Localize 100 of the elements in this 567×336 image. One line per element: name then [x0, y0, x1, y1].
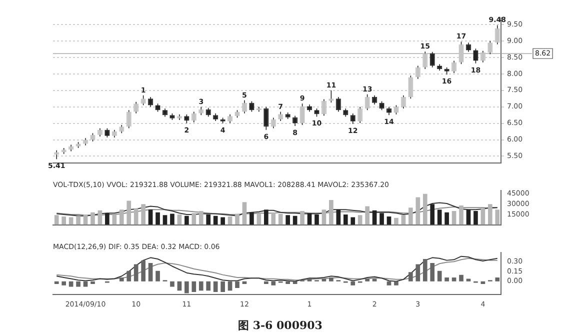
bar: [343, 214, 348, 225]
bar: [192, 213, 196, 225]
bar: [177, 281, 182, 291]
candlestick: [104, 128, 110, 138]
bar: [336, 210, 341, 225]
bar: [444, 277, 449, 282]
bar: [156, 212, 160, 225]
bar: [170, 214, 174, 225]
candlestick: [430, 51, 435, 68]
bar: [162, 215, 168, 225]
bar: [206, 281, 211, 291]
bar: [90, 212, 95, 225]
bar: [148, 210, 153, 225]
bar: [184, 216, 189, 225]
bar: [156, 270, 160, 282]
bar: [170, 281, 174, 287]
bar: [386, 216, 392, 225]
bar: [401, 215, 406, 225]
candlestick: [140, 94, 146, 106]
bar: [430, 262, 435, 282]
bar: [314, 214, 319, 225]
bar: [394, 218, 398, 225]
candlestick: [278, 111, 284, 122]
bar: [228, 216, 232, 225]
bar: [134, 208, 138, 225]
bar: [242, 202, 247, 225]
candlestick: [249, 100, 254, 112]
bar: [452, 277, 456, 282]
bar: [394, 281, 398, 286]
bar: [437, 210, 442, 225]
bar: [213, 281, 218, 292]
bar: [452, 211, 456, 225]
candlestick: [264, 106, 269, 130]
bar: [119, 277, 124, 282]
bar: [380, 213, 384, 225]
candlestick: [292, 115, 298, 126]
bar: [307, 213, 312, 225]
bar: [220, 217, 225, 225]
candlestick: [473, 48, 478, 64]
bar: [358, 215, 362, 225]
bar: [416, 197, 420, 225]
bar: [76, 216, 80, 225]
caption: 图 3-6 000903: [238, 318, 322, 333]
bar: [235, 281, 240, 288]
bar: [459, 274, 464, 282]
bar: [264, 281, 268, 284]
bar: [466, 210, 471, 225]
bar: [430, 204, 435, 225]
bar: [365, 278, 370, 282]
bar: [365, 206, 370, 225]
bar: [386, 281, 392, 286]
bar: [437, 270, 442, 282]
bar: [105, 213, 110, 225]
bar: [134, 264, 138, 282]
bar: [271, 281, 276, 286]
candlestick: [148, 96, 154, 108]
bar: [220, 281, 225, 292]
bar: [126, 270, 132, 282]
bar: [329, 277, 334, 282]
bar: [286, 281, 290, 284]
candlestick: [372, 94, 378, 105]
bar: [488, 204, 492, 225]
candlestick: [350, 113, 356, 124]
bar: [54, 281, 59, 284]
bar: [90, 281, 95, 284]
bar: [322, 210, 326, 225]
bar: [416, 264, 420, 282]
bar: [198, 281, 204, 291]
bar: [350, 217, 356, 225]
bar: [148, 262, 153, 282]
bar: [271, 212, 276, 225]
bar: [206, 214, 211, 225]
bar: [68, 217, 74, 225]
bar: [228, 281, 232, 291]
bar: [192, 281, 196, 292]
bar: [495, 210, 500, 225]
bar: [141, 204, 146, 225]
bar: [300, 211, 304, 225]
bar: [198, 211, 204, 225]
bar: [329, 200, 334, 225]
bar: [286, 215, 290, 225]
bar: [126, 200, 132, 225]
bar: [350, 281, 356, 286]
bar: [408, 272, 413, 282]
bar: [422, 194, 428, 225]
bar: [459, 206, 464, 225]
bar: [141, 260, 146, 282]
bar: [264, 210, 268, 225]
bar: [76, 281, 80, 287]
candlestick: [466, 42, 472, 52]
bar: [408, 208, 413, 225]
bar: [474, 211, 478, 225]
bar: [235, 214, 240, 225]
bar: [250, 212, 254, 225]
bar: [119, 210, 124, 225]
bar: [62, 216, 66, 225]
bar: [422, 258, 428, 282]
bar: [54, 215, 59, 225]
bar: [278, 214, 283, 225]
bar: [480, 208, 486, 225]
